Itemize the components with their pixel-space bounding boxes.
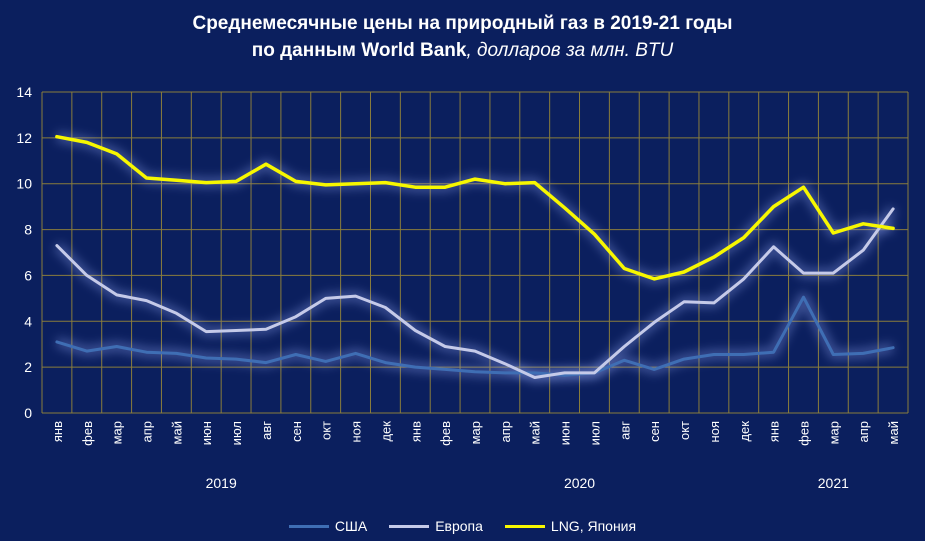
series-line-3	[55, 134, 895, 281]
x-tick-label: сен	[289, 421, 304, 442]
series-line-1	[55, 295, 895, 377]
x-tick-label: фев	[796, 421, 811, 446]
x-tick-label: авг	[259, 421, 274, 440]
legend: США Европа LNG, Япония	[0, 518, 925, 534]
y-tick-label: 6	[24, 267, 32, 283]
series-line-2	[55, 207, 895, 379]
x-tick-label: май	[528, 421, 543, 444]
x-tick-label: июн	[558, 421, 573, 445]
x-tick-label: фев	[438, 421, 453, 446]
x-tick-label: июл	[587, 421, 602, 445]
x-tick-label: янв	[408, 421, 423, 442]
x-tick-label: мар	[826, 421, 841, 444]
legend-item: Европа	[389, 518, 483, 534]
x-tick-label: авг	[617, 421, 632, 440]
legend-label: LNG, Япония	[550, 518, 637, 534]
y-tick-label: 14	[16, 84, 32, 100]
y-tick-label: 12	[16, 130, 32, 146]
legend-swatch	[389, 524, 430, 528]
x-tick-label: окт	[319, 421, 334, 440]
x-tick-label: май	[169, 421, 184, 444]
x-tick-label: янв	[50, 421, 65, 442]
chart-title: Среднемесячные цены на природный газ в 2…	[0, 10, 925, 64]
year-label: 2020	[564, 475, 595, 491]
legend-item: США	[288, 518, 368, 534]
x-tick-label: июл	[229, 421, 244, 445]
series-glows	[53, 131, 898, 383]
y-tick-label: 10	[16, 176, 32, 192]
x-tick-label: мар	[110, 421, 125, 444]
legend-label: Европа	[435, 518, 483, 534]
chart-title-line2: по данным World Bank, долларов за млн. B…	[0, 37, 925, 64]
x-tick-label: май	[886, 421, 901, 444]
x-tick-label: апр	[140, 421, 155, 443]
x-tick-label: мар	[468, 421, 483, 444]
x-tick-label: янв	[767, 421, 782, 442]
y-tick-label: 0	[24, 405, 32, 421]
year-labels: 2019 2020 2021	[206, 475, 850, 491]
x-tick-label: апр	[856, 421, 871, 443]
legend-label: США	[334, 518, 368, 534]
x-tick-label: дек	[378, 421, 393, 442]
legend-swatch	[288, 524, 329, 528]
x-tick-label: сен	[647, 421, 662, 442]
series-lines	[55, 134, 895, 379]
y-tick-label: 8	[24, 222, 32, 238]
chart-title-unit: , долларов за млн. BTU	[466, 40, 674, 61]
year-label: 2021	[818, 475, 849, 491]
series-glow	[55, 292, 895, 381]
x-tick-label: ноя	[707, 421, 722, 442]
x-tick-label: июн	[199, 421, 214, 445]
x-tick-label: фев	[80, 421, 95, 446]
x-tick-label: дек	[737, 421, 752, 442]
x-tick-label: ноя	[349, 421, 364, 442]
legend-item: LNG, Япония	[504, 518, 637, 534]
y-tick-label: 2	[24, 359, 32, 375]
year-label: 2019	[206, 475, 237, 491]
x-tick-label: окт	[677, 421, 692, 440]
x-axis: янв фев мар апр май июн июл авг сен окт ноя дек янв ф…	[50, 421, 901, 446]
x-tick-label: апр	[498, 421, 513, 443]
legend-swatch	[504, 524, 545, 528]
y-tick-label: 4	[24, 313, 32, 329]
chart-title-source: по данным World Bank	[251, 40, 467, 61]
chart-title-line1: Среднемесячные цены на природный газ в 2…	[192, 13, 733, 34]
y-axis: 0 2 4 6 8 10 12 14	[16, 84, 32, 421]
